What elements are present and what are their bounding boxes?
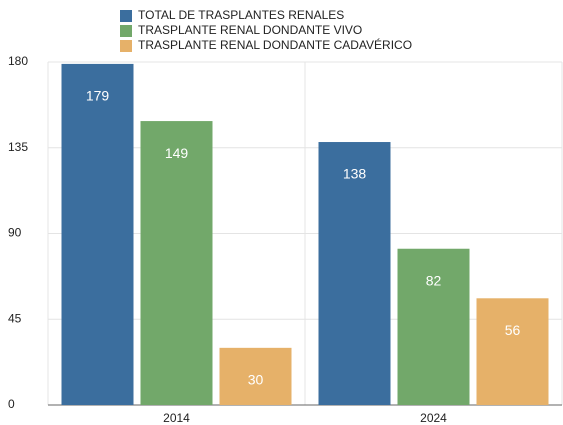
x-tick-label: 2014 xyxy=(163,411,190,425)
data-label: 149 xyxy=(165,145,189,161)
data-label: 138 xyxy=(343,166,367,182)
legend-label: TOTAL DE TRASPLANTES RENALES xyxy=(138,8,344,22)
x-tick-label: 2024 xyxy=(420,411,447,425)
y-tick-label: 0 xyxy=(8,397,15,411)
data-label: 82 xyxy=(426,272,442,288)
legend-label: TRASPLANTE RENAL DONDANTE CADAVÉRICO xyxy=(138,37,412,52)
bar xyxy=(219,347,292,405)
bar xyxy=(61,63,134,406)
legend-label: TRASPLANTE RENAL DONDANTE VIVO xyxy=(138,23,362,37)
bar xyxy=(397,248,470,405)
bar xyxy=(318,142,391,406)
y-tick-label: 180 xyxy=(8,54,28,68)
legend-swatch xyxy=(120,40,132,52)
bar xyxy=(140,121,213,406)
data-label: 179 xyxy=(86,88,110,104)
data-label: 30 xyxy=(248,372,264,388)
legend-swatch xyxy=(120,25,132,37)
y-tick-label: 45 xyxy=(8,311,22,325)
bar xyxy=(476,298,549,405)
y-tick-label: 135 xyxy=(8,140,28,154)
data-label: 56 xyxy=(505,322,521,338)
legend-swatch xyxy=(120,10,132,22)
y-tick-label: 90 xyxy=(8,226,22,240)
